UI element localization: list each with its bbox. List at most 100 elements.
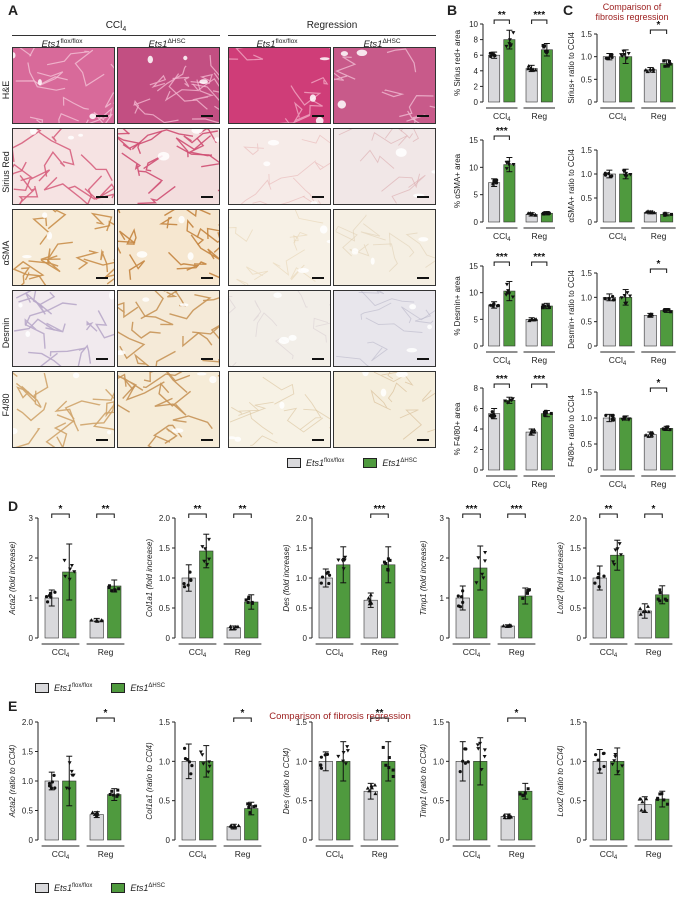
data-point: [203, 547, 208, 551]
legend-e: Ets1flox/flox Ets1ΔHSC: [35, 883, 165, 893]
vessel-lumen: [427, 324, 432, 330]
tissue-stroke: [128, 254, 146, 280]
tissue-stroke: [121, 152, 142, 176]
tissue-stroke: [272, 249, 305, 276]
category-label: Reg: [509, 849, 525, 859]
tissue-stroke: [154, 397, 187, 416]
tissue-stroke: [262, 376, 295, 405]
bar-ccl4-series-0: [488, 54, 501, 103]
data-point: [502, 813, 507, 817]
data-point: [188, 570, 192, 574]
tissue-stroke: [422, 389, 435, 403]
data-point: [665, 802, 669, 806]
data-point: [183, 756, 188, 761]
data-point: [613, 755, 618, 759]
data-point: [319, 766, 324, 770]
data-point: [95, 810, 100, 814]
y-axis-label: αSMA+ ratio to CCl4: [567, 149, 576, 223]
tissue-stroke: [229, 295, 236, 314]
data-point: [366, 596, 371, 600]
data-point: [205, 562, 210, 567]
data-point: [247, 805, 251, 809]
data-point: [207, 557, 212, 562]
data-point: [617, 542, 622, 546]
y-tick-label: 1.0: [296, 757, 308, 766]
significance-label: ***: [496, 126, 508, 137]
bar-reg-series-1: [540, 413, 553, 471]
significance-label: *: [104, 708, 108, 719]
data-point: [387, 756, 391, 760]
data-point: [666, 425, 670, 429]
data-point: [250, 601, 254, 605]
scale-bar: [96, 358, 108, 360]
data-point: [624, 56, 629, 61]
histology-image-he-1: [12, 47, 115, 124]
data-point: [474, 581, 479, 585]
data-point: [534, 317, 539, 321]
tissue-stroke: [334, 72, 348, 81]
chart-b1: 0 2 4 6 8 10 % Sirius red+ area ** CCl4 *** Reg: [453, 10, 555, 123]
data-point: [508, 43, 513, 47]
data-point: [527, 588, 531, 592]
data-point: [628, 294, 633, 299]
data-point: [200, 753, 205, 757]
data-point: [606, 171, 611, 176]
tissue-stroke: [122, 381, 165, 401]
tissue-stroke: [40, 258, 61, 273]
data-point: [99, 618, 104, 623]
tissue-stroke: [13, 161, 27, 176]
significance-bracket: [599, 513, 618, 518]
chart-d3: 0 0.5 1.0 1.5 2.0 Des (fold increase) CCl4 *** R…: [282, 504, 399, 659]
category-label: CCl4: [609, 355, 627, 367]
data-point: [67, 761, 72, 765]
data-point: [202, 559, 207, 564]
data-point: [644, 433, 649, 437]
bar-reg-series-1: [540, 49, 553, 103]
data-point: [49, 786, 54, 790]
tissue-stroke: [85, 106, 113, 123]
tissue-stroke: [381, 89, 405, 98]
y-tick-label: 0.5: [581, 440, 593, 449]
vessel-lumen: [187, 252, 194, 261]
data-point: [254, 804, 258, 808]
vessel-lumen: [25, 331, 31, 337]
y-tick-label: 10: [469, 163, 478, 172]
data-point: [244, 598, 248, 602]
y-tick-label: 2.0: [570, 514, 582, 523]
data-point: [482, 748, 487, 752]
bar-ccl4-series-1: [503, 399, 516, 471]
data-point: [108, 792, 112, 796]
vessel-lumen: [309, 94, 316, 102]
data-point: [532, 427, 537, 432]
y-tick-label: 8: [474, 36, 479, 45]
data-point: [644, 796, 649, 801]
vessel-lumen: [395, 148, 407, 157]
tissue-stroke: [62, 96, 89, 110]
significance-bracket: [493, 383, 510, 388]
y-tick-label: 0.5: [22, 807, 34, 816]
data-point: [343, 555, 348, 560]
chart-b4: 0 2 4 6 8 % F4/80+ area *** CCl4 *** Reg: [453, 374, 555, 491]
y-tick-label: 0: [577, 836, 582, 845]
significance-label: *: [59, 504, 63, 515]
y-tick-label: 1.5: [570, 718, 582, 727]
data-point: [386, 557, 390, 561]
tissue-stroke: [317, 200, 321, 204]
data-point: [464, 747, 468, 751]
panel-c-title-line-1: Comparison of: [602, 2, 662, 12]
histology-image-sirius-red-4: [333, 128, 436, 205]
significance-bracket: [649, 268, 668, 273]
data-point: [228, 824, 233, 828]
y-axis-label: Sirius+ ratio to CCl4: [567, 32, 576, 104]
tissue-stroke: [83, 258, 114, 266]
tissue-stroke: [147, 436, 157, 447]
tissue-stroke: [370, 389, 391, 411]
tissue-stroke: [13, 260, 45, 280]
tissue-stroke: [401, 306, 435, 324]
vessel-lumen: [172, 428, 184, 433]
histology-image-desmin-1: [12, 290, 115, 367]
data-point: [95, 812, 100, 816]
significance-bracket: [96, 513, 115, 518]
vessel-lumen: [319, 57, 330, 61]
y-tick-label: 0: [29, 836, 34, 845]
